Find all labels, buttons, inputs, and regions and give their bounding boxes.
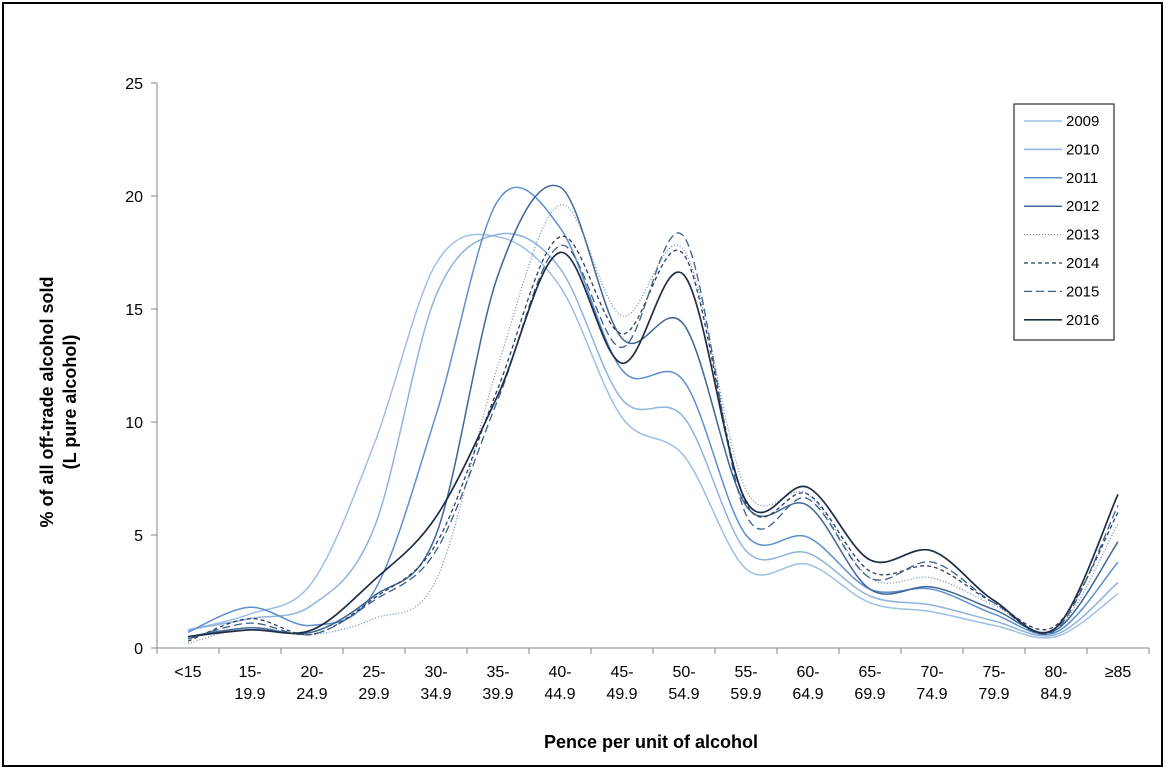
legend-label-2014: 2014 — [1066, 255, 1099, 272]
y-axis-title-line-1: % of all off-trade alcohol sold — [37, 276, 57, 527]
legend: 2009 2010 2011 2012 2013 2014 2015 2016 — [1013, 103, 1115, 341]
x-tick-label: 45- — [610, 664, 633, 681]
y-tick-label: 20 — [125, 189, 143, 206]
x-tick-label: ≥85 — [1105, 664, 1132, 681]
x-tick-label: 15- — [238, 664, 261, 681]
x-tick-label: 50- — [672, 664, 695, 681]
legend-label-2016: 2016 — [1066, 312, 1099, 329]
x-tick-label: 30- — [424, 664, 447, 681]
x-tick-label: 60- — [796, 664, 819, 681]
x-tick-label: 20- — [300, 664, 323, 681]
y-tick-label: 15 — [125, 302, 143, 319]
x-tick-label: 79.9 — [978, 686, 1009, 703]
series-line-2011 — [187, 186, 1119, 635]
x-tick-label: 74.9 — [916, 686, 947, 703]
y-tick-labels: 0 5 10 15 20 25 — [125, 76, 143, 658]
x-tick-label: 39.9 — [482, 686, 513, 703]
x-tick-label: 59.9 — [730, 686, 761, 703]
x-tick-label: 24.9 — [296, 686, 327, 703]
x-tick-label: 44.9 — [544, 686, 575, 703]
x-tick-labels: <15 15- 19.9 20- 24.9 25- 29.9 30- 34.9 35- 39.9 40… — [174, 664, 1131, 703]
x-axis-title: Pence per unit of alcohol — [544, 732, 758, 752]
x-tick-label: <15 — [174, 664, 201, 681]
axes — [151, 82, 1150, 654]
x-tick-label: 75- — [982, 664, 1005, 681]
legend-label-2012: 2012 — [1066, 198, 1099, 215]
legend-box — [1013, 103, 1115, 341]
y-axis-title-line-2: (L pure alcohol) — [60, 335, 80, 470]
x-tick-label: 19.9 — [234, 686, 265, 703]
series-line-2015 — [187, 232, 1119, 640]
legend-label-2009: 2009 — [1066, 113, 1099, 130]
series-line-2016 — [187, 251, 1119, 638]
x-tick-label: 70- — [920, 664, 943, 681]
y-tick-label: 10 — [125, 415, 143, 432]
x-tick-label: 80- — [1044, 664, 1067, 681]
x-tick-label: 25- — [362, 664, 385, 681]
x-tick-label: 54.9 — [668, 686, 699, 703]
series-line-2009 — [187, 233, 1119, 639]
y-tick-label: 0 — [134, 641, 143, 658]
series-line-2010 — [187, 232, 1119, 637]
x-tick-label: 49.9 — [606, 686, 637, 703]
legend-label-2015: 2015 — [1066, 283, 1099, 300]
x-tick-label: 34.9 — [420, 686, 451, 703]
x-tick-label: 65- — [858, 664, 881, 681]
x-tick-label: 35- — [486, 664, 509, 681]
x-tick-label: 84.9 — [1040, 686, 1071, 703]
legend-label-2010: 2010 — [1066, 141, 1099, 158]
legend-label-2013: 2013 — [1066, 227, 1099, 244]
legend-label-2011: 2011 — [1066, 170, 1098, 187]
x-tick-label: 55- — [734, 664, 757, 681]
series-line-2012 — [187, 184, 1119, 638]
series-line-2014 — [187, 235, 1119, 642]
x-tick-label: 69.9 — [854, 686, 885, 703]
y-tick-label: 25 — [125, 76, 143, 93]
x-tick-label: 29.9 — [358, 686, 389, 703]
series-line-2013 — [187, 204, 1119, 645]
series-lines — [187, 184, 1119, 645]
x-tick-label: 64.9 — [792, 686, 823, 703]
y-tick-label: 5 — [134, 528, 143, 545]
x-tick-label: 40- — [548, 664, 571, 681]
